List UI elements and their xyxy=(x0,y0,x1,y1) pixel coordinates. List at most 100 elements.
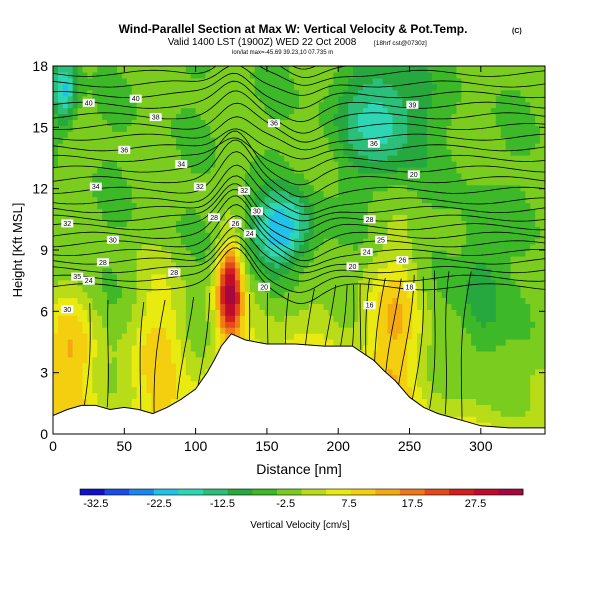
velocity-cell xyxy=(92,327,98,334)
velocity-cell xyxy=(333,208,339,215)
velocity-cell xyxy=(294,66,300,73)
velocity-cell xyxy=(151,339,157,346)
velocity-cell xyxy=(136,327,143,334)
velocity-cell xyxy=(397,125,403,132)
velocity-cell xyxy=(318,244,325,251)
velocity-cell xyxy=(136,315,143,322)
velocity-cell xyxy=(412,155,418,162)
velocity-cell xyxy=(200,119,207,126)
velocity-cell xyxy=(397,232,403,239)
velocity-cell xyxy=(82,202,89,210)
velocity-cell xyxy=(67,291,74,299)
velocity-cell xyxy=(220,255,226,263)
velocity-cell xyxy=(269,101,275,109)
velocity-cell xyxy=(161,184,167,192)
velocity-cell xyxy=(239,113,246,121)
velocity-cell xyxy=(146,143,152,150)
velocity-cell xyxy=(254,184,261,192)
velocity-cell xyxy=(57,107,64,115)
velocity-cell xyxy=(377,250,384,257)
velocity-cell xyxy=(244,119,251,126)
velocity-cell xyxy=(161,374,167,382)
velocity-cell xyxy=(151,107,157,115)
velocity-cell xyxy=(367,149,374,156)
velocity-cell xyxy=(441,71,448,79)
velocity-cell xyxy=(367,202,374,210)
velocity-cell xyxy=(82,214,89,221)
velocity-cell xyxy=(372,155,379,162)
velocity-cell xyxy=(328,137,335,144)
velocity-cell xyxy=(176,119,182,126)
velocity-cell xyxy=(77,339,84,346)
velocity-cell xyxy=(392,196,398,204)
velocity-cell xyxy=(215,101,221,109)
velocity-cell xyxy=(289,66,295,73)
velocity-cell xyxy=(397,214,403,221)
velocity-cell xyxy=(161,208,167,215)
velocity-cell xyxy=(161,125,167,132)
velocity-cell xyxy=(244,333,251,340)
velocity-cell xyxy=(333,89,339,97)
velocity-cell xyxy=(372,226,379,233)
velocity-cell xyxy=(126,327,133,334)
velocity-cell xyxy=(377,244,384,251)
velocity-cell xyxy=(146,350,152,358)
velocity-cell xyxy=(126,244,133,251)
velocity-cell xyxy=(392,333,398,340)
velocity-cell xyxy=(57,321,64,328)
velocity-cell xyxy=(116,250,123,257)
velocity-cell xyxy=(392,356,398,364)
velocity-cell xyxy=(328,220,335,227)
velocity-cell xyxy=(299,291,305,299)
velocity-cell xyxy=(200,309,207,316)
velocity-cell xyxy=(176,149,182,156)
velocity-cell xyxy=(402,327,408,334)
velocity-cell xyxy=(387,238,394,245)
velocity-cell xyxy=(362,66,369,73)
velocity-cell xyxy=(303,149,310,156)
velocity-cell xyxy=(87,131,93,138)
velocity-cell xyxy=(333,66,339,73)
velocity-cell xyxy=(62,172,69,180)
velocity-cell xyxy=(77,178,84,186)
velocity-cell xyxy=(358,297,364,305)
velocity-cell xyxy=(141,356,148,364)
velocity-cell xyxy=(67,404,74,411)
velocity-cell xyxy=(190,137,197,144)
velocity-cell xyxy=(412,386,418,394)
velocity-cell xyxy=(249,101,256,109)
velocity-cell xyxy=(67,208,74,215)
velocity-cell xyxy=(136,404,143,411)
velocity-cell xyxy=(402,273,408,281)
velocity-cell xyxy=(146,386,152,394)
velocity-cell xyxy=(141,83,148,91)
velocity-cell xyxy=(97,95,103,103)
velocity-cell xyxy=(151,238,157,245)
velocity-cell xyxy=(323,113,330,121)
velocity-cell xyxy=(338,137,344,144)
velocity-cell xyxy=(141,321,148,328)
velocity-cell xyxy=(230,155,236,162)
velocity-cell xyxy=(387,172,394,180)
velocity-cell xyxy=(141,208,148,215)
velocity-cell xyxy=(382,297,389,305)
velocity-cell xyxy=(230,309,236,316)
velocity-cell xyxy=(146,321,152,328)
velocity-cell xyxy=(239,315,246,322)
velocity-cell xyxy=(254,220,261,227)
velocity-cell xyxy=(274,155,280,162)
velocity-cell xyxy=(338,244,344,251)
velocity-cell xyxy=(180,131,187,138)
velocity-cell xyxy=(126,66,133,73)
velocity-cell xyxy=(431,327,438,334)
velocity-cell xyxy=(274,309,280,316)
velocity-cell xyxy=(121,315,128,322)
velocity-cell xyxy=(190,333,197,340)
velocity-cell xyxy=(328,107,335,115)
velocity-cell xyxy=(72,119,79,126)
velocity-cell xyxy=(358,66,364,73)
velocity-cell xyxy=(171,107,177,115)
velocity-cell xyxy=(269,220,275,227)
velocity-cell xyxy=(210,273,216,281)
velocity-cell xyxy=(126,309,133,316)
